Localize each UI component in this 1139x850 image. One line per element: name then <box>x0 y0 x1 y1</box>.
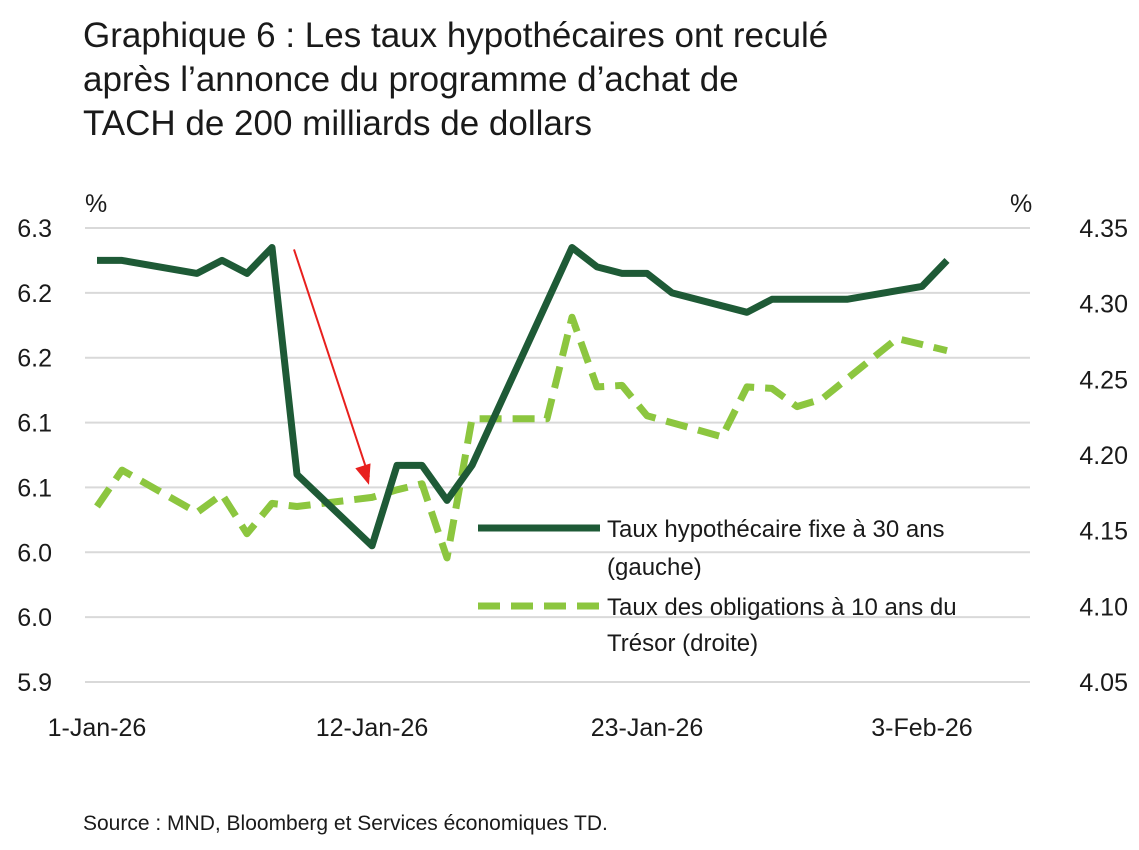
right-tick-label: 4.20 <box>1079 442 1128 470</box>
left-axis-ticks: 6.3 6.2 6.2 6.1 6.1 6.0 6.0 5.9 <box>17 215 52 697</box>
left-tick-label: 6.3 <box>17 215 52 243</box>
x-tick-label: 1-Jan-26 <box>48 714 147 742</box>
legend: Taux hypothécaire fixe à 30 ans (gauche)… <box>478 516 957 657</box>
legend-label-treasury-line1: Taux des obligations à 10 ans du <box>607 594 957 621</box>
right-tick-label: 4.35 <box>1079 215 1128 243</box>
left-tick-label: 6.0 <box>17 604 52 632</box>
left-tick-label: 6.1 <box>17 410 52 438</box>
right-tick-label: 4.25 <box>1079 366 1128 394</box>
title-line-1: Graphique 6 : Les taux hypothécaires ont… <box>83 16 829 55</box>
right-tick-label: 4.05 <box>1079 669 1128 697</box>
right-axis-unit: % <box>1010 190 1032 218</box>
x-tick-label: 12-Jan-26 <box>316 714 429 742</box>
source-note: Source : MND, Bloomberg et Services écon… <box>83 812 608 835</box>
annotation-arrow-shaft <box>293 249 370 478</box>
annotation-layer <box>293 249 371 485</box>
gridlines <box>85 227 1030 683</box>
legend-label-mortgage-line2: (gauche) <box>607 554 702 581</box>
right-tick-label: 4.10 <box>1079 593 1128 621</box>
left-tick-label: 6.2 <box>17 280 52 308</box>
title-line-3: TACH de 200 milliards de dollars <box>83 104 593 143</box>
right-tick-label: 4.30 <box>1079 291 1128 319</box>
legend-label-treasury-line2: Trésor (droite) <box>607 630 758 657</box>
right-tick-label: 4.15 <box>1079 518 1128 546</box>
left-tick-label: 6.1 <box>17 474 52 502</box>
chart-title: Graphique 6 : Les taux hypothécaires ont… <box>83 14 1043 146</box>
x-tick-label: 3-Feb-26 <box>871 714 972 742</box>
x-axis-ticks: 1-Jan-26 12-Jan-26 23-Jan-26 3-Feb-26 <box>48 714 973 742</box>
annotation-arrow-head <box>355 463 371 485</box>
series-lines <box>94 244 950 562</box>
title-line-2: après l’annonce du programme d’achat de <box>83 60 739 99</box>
series-mortgage-line <box>97 244 950 550</box>
legend-label-mortgage-line1: Taux hypothécaire fixe à 30 ans <box>607 516 945 543</box>
left-tick-label: 6.2 <box>17 345 52 373</box>
right-axis-ticks: 4.35 4.30 4.25 4.20 4.15 4.10 4.05 <box>1079 215 1128 697</box>
left-axis-unit: % <box>85 190 107 218</box>
left-tick-label: 5.9 <box>17 669 52 697</box>
left-tick-label: 6.0 <box>17 539 52 567</box>
x-tick-label: 23-Jan-26 <box>591 714 704 742</box>
